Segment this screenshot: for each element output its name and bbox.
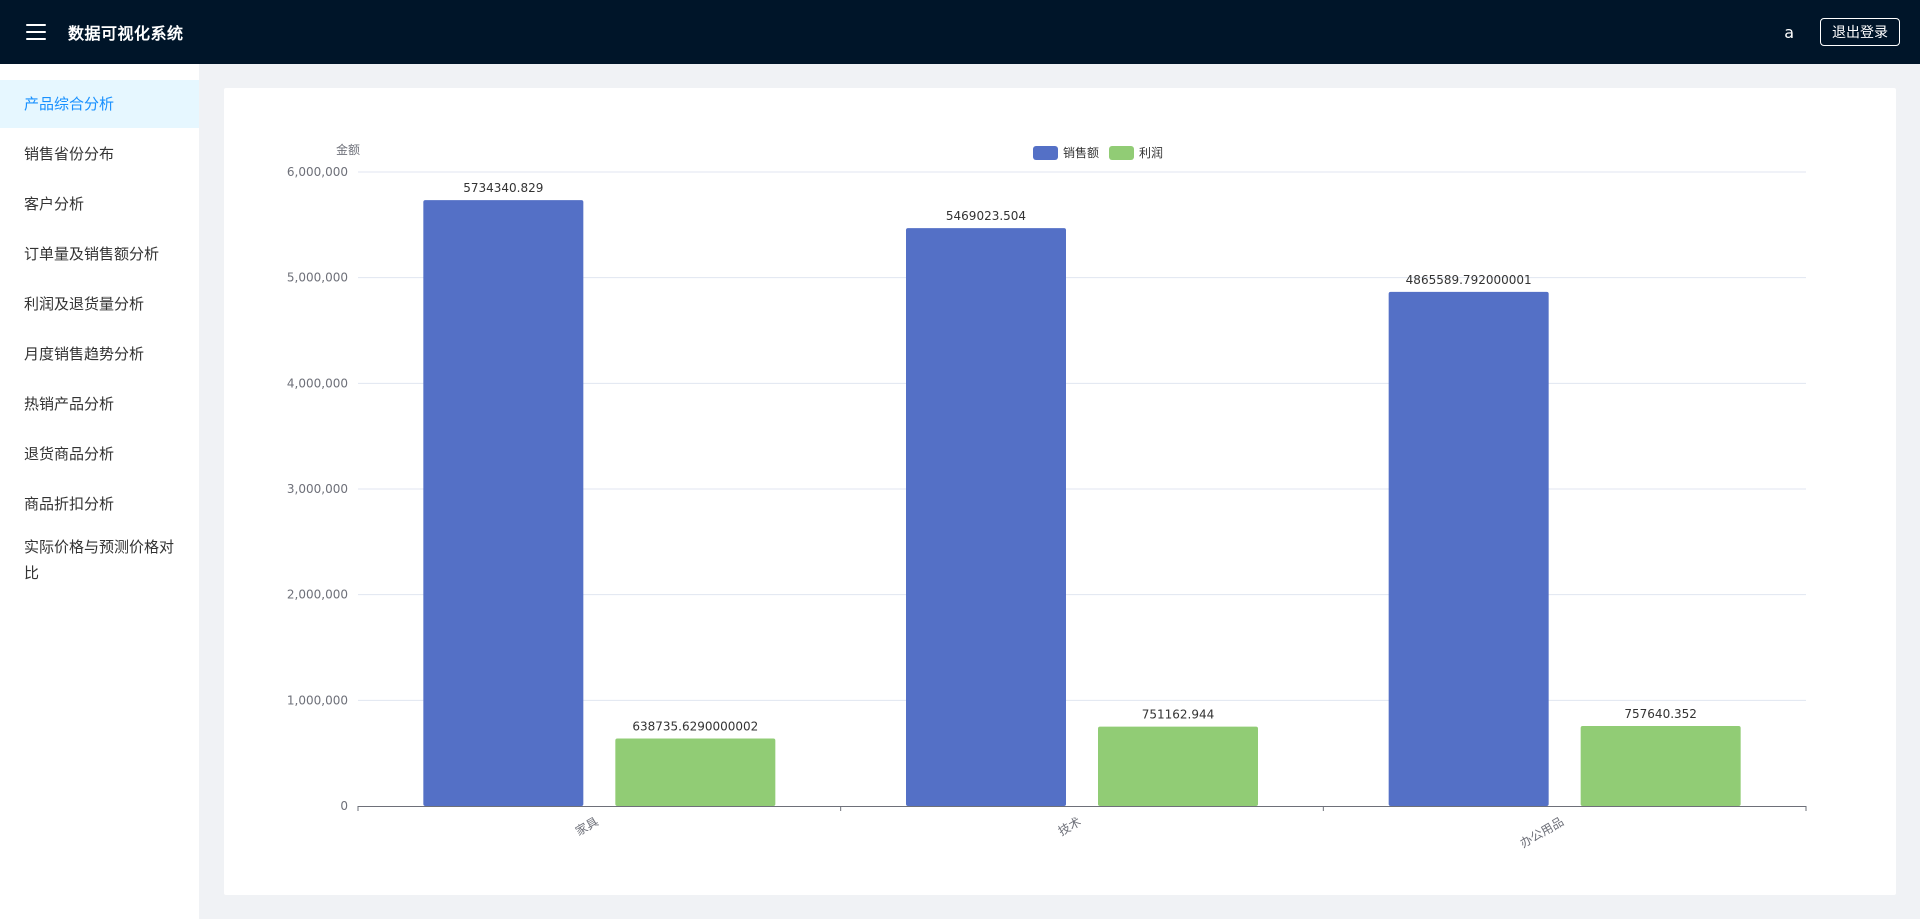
bar — [1580, 725, 1741, 806]
bar — [1388, 291, 1549, 806]
sidebar-nav: 产品综合分析 销售省份分布 客户分析 订单量及销售额分析 利润及退货量分析 月度… — [0, 64, 199, 919]
data-label: 751162.944 — [1142, 708, 1215, 722]
sidebar-item-hot-products[interactable]: 热销产品分析 — [24, 394, 115, 413]
data-label: 638735.6290000002 — [632, 720, 758, 734]
data-label: 5734340.829 — [463, 181, 543, 195]
legend-label: 销售额 — [1063, 145, 1099, 160]
y-axis-label: 金额 — [336, 142, 360, 157]
y-tick-label: 5,000,000 — [287, 271, 348, 285]
username: a — [1784, 22, 1794, 42]
y-tick-label: 0 — [340, 799, 348, 813]
bar — [423, 200, 584, 807]
sidebar-item-profit-returns[interactable]: 利润及退货量分析 — [24, 294, 145, 313]
sidebar-item-orders-sales[interactable]: 订单量及销售额分析 — [24, 244, 160, 263]
user-area: a 退出登录 — [1784, 18, 1900, 46]
sidebar-item-returned-goods[interactable]: 退货商品分析 — [24, 444, 115, 463]
y-tick-label: 4,000,000 — [287, 376, 348, 390]
top-header: 数据可视化系统 a 退出登录 — [0, 0, 1920, 64]
data-label: 757640.352 — [1624, 707, 1697, 721]
bar — [906, 228, 1066, 807]
logout-button[interactable]: 退出登录 — [1820, 18, 1900, 46]
data-label: 5469023.504 — [946, 209, 1026, 223]
x-tick-label: 家具 — [573, 814, 601, 839]
bar-chart: 0 1,000,000 2,000,000 3,000,000 4,000,000 5,0… — [287, 142, 1807, 851]
data-label: 4865589.792000001 — [1406, 273, 1532, 287]
y-tick-label: 1,000,000 — [287, 693, 348, 707]
sidebar-item-customer-analysis[interactable]: 客户分析 — [24, 194, 85, 213]
sidebar-item-monthly-trend[interactable]: 月度销售趋势分析 — [24, 344, 145, 363]
app-title: 数据可视化系统 — [68, 24, 184, 43]
chart-card: 0 1,000,000 2,000,000 3,000,000 4,000,000 5,0… — [224, 88, 1896, 895]
bar — [615, 738, 776, 806]
y-tick-label: 2,000,000 — [287, 588, 348, 602]
legend-label: 利润 — [1139, 146, 1163, 160]
sidebar-item-discount-analysis[interactable]: 商品折扣分析 — [24, 494, 115, 513]
y-tick-label: 3,000,000 — [287, 482, 348, 496]
legend-swatch — [1109, 146, 1134, 160]
bar — [1098, 726, 1258, 806]
x-tick-label: 技术 — [1056, 814, 1084, 838]
x-tick-label: 办公用品 — [1517, 814, 1566, 851]
hamburger-menu-icon[interactable] — [26, 24, 46, 40]
y-tick-label: 6,000,000 — [287, 165, 348, 179]
sidebar-item-price-prediction[interactable]: 实际价格与预测价格对比 — [24, 538, 175, 582]
sidebar-item-province-distribution[interactable]: 销售省份分布 — [24, 144, 115, 163]
sidebar-item-product-analysis[interactable]: 产品综合分析 — [0, 80, 199, 128]
legend-swatch — [1033, 146, 1058, 160]
